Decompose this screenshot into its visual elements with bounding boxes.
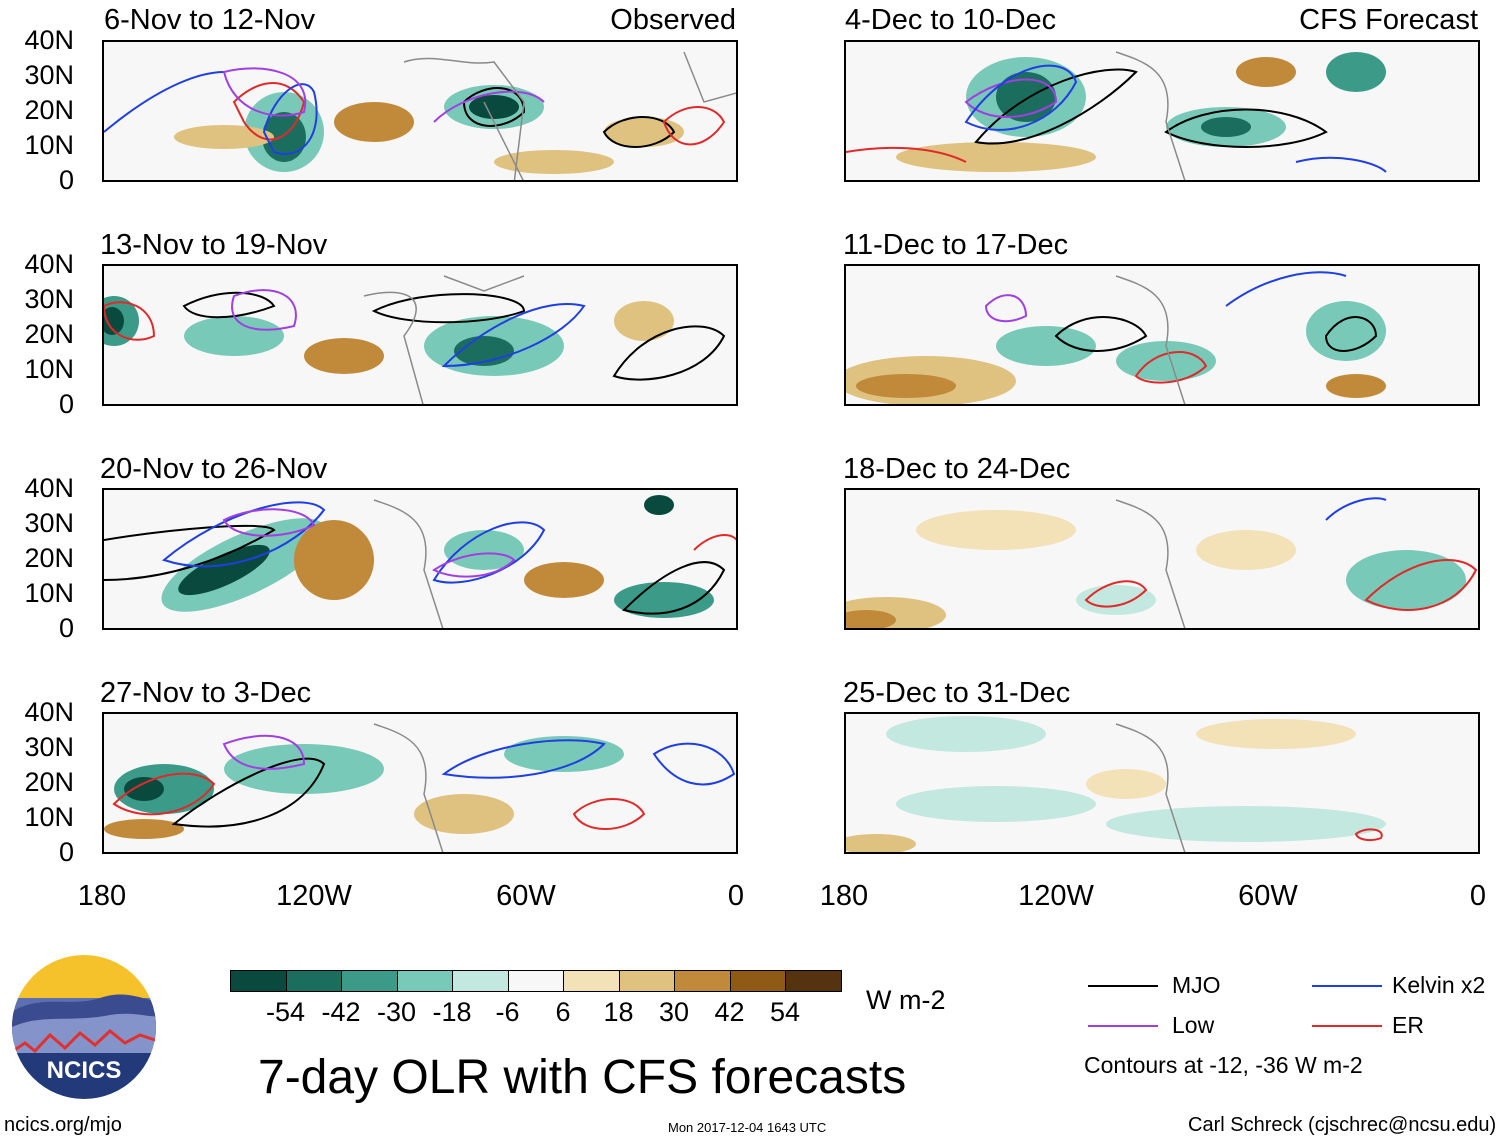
- colorbar-swatch: [452, 970, 509, 992]
- colorbar-swatch: [729, 970, 786, 992]
- map-panel-fcst-3: [844, 488, 1480, 630]
- olr-field: [846, 497, 1478, 628]
- olr-field: [104, 723, 736, 852]
- lon-label: 0: [1469, 880, 1487, 912]
- lon-label: 180: [819, 880, 869, 912]
- panel-title-3: 20-Nov to 26-Nov: [100, 453, 328, 485]
- lat-label: 10N: [24, 578, 74, 608]
- panel-title-6: 11-Dec to 17-Dec: [843, 229, 1069, 261]
- legend-label-er: ER: [1392, 1012, 1424, 1038]
- lat-label: 40N: [24, 25, 74, 55]
- olr-field: [846, 51, 1387, 180]
- footer-url[interactable]: ncics.org/mjo: [4, 1114, 122, 1136]
- footer-timestamp: Mon 2017-12-04 1643 UTC: [668, 1120, 827, 1135]
- lat-label: 0: [58, 165, 74, 195]
- footer-credit: Carl Schreck (cjschrec@ncsu.edu): [1188, 1114, 1497, 1136]
- lat-label: 40N: [24, 473, 74, 503]
- map-panel-obs-2: [102, 264, 738, 406]
- map-panel-obs-4: [102, 712, 738, 854]
- colorbar-swatch: [396, 970, 453, 992]
- lat-label: 0: [58, 837, 74, 867]
- colorbar-swatch: [674, 970, 731, 992]
- panel-title-1: 6-Nov to 12-Nov: [104, 4, 316, 36]
- colorbar-swatch: [285, 970, 342, 992]
- lon-label: 0: [727, 880, 745, 912]
- colorbar-swatch: [230, 970, 287, 992]
- map-panel-obs-1: [102, 40, 738, 182]
- colorbar-tick-label: -18: [432, 997, 472, 1027]
- colorbar-tick-label: 54: [769, 997, 801, 1027]
- logo-text: NCICS: [47, 1057, 122, 1084]
- colorbar-tick-label: -6: [495, 997, 520, 1027]
- olr-field: [846, 716, 1386, 852]
- map-panel-fcst-2: [844, 264, 1480, 406]
- lat-label: 20N: [24, 95, 74, 125]
- lat-label: 30N: [24, 732, 74, 762]
- colorbar-swatch: [563, 970, 620, 992]
- lat-label: 30N: [24, 508, 74, 538]
- ncics-logo: NCICS: [10, 953, 158, 1101]
- legend-label-mjo: MJO: [1172, 972, 1221, 998]
- colorbar-tick-label: 42: [714, 997, 745, 1027]
- map-panel-fcst-4: [844, 712, 1480, 854]
- panel-title-2: 13-Nov to 19-Nov: [100, 229, 328, 261]
- legend-line-kelvin: [1312, 985, 1382, 987]
- lat-label: 0: [58, 389, 74, 419]
- map-panel-obs-3: [102, 488, 738, 630]
- colorbar-tick-label: -54: [265, 997, 306, 1027]
- observed-label: Observed: [610, 4, 736, 36]
- panel-title-8: 25-Dec to 31-Dec: [843, 677, 1071, 709]
- colorbar-swatch: [341, 970, 398, 992]
- lat-label: 20N: [24, 319, 74, 349]
- map-panel-fcst-1: [844, 40, 1480, 182]
- lon-label: 120W: [1018, 880, 1094, 912]
- colorbar-unit: W m-2: [866, 985, 946, 1015]
- colorbar-tick-label: 30: [658, 997, 690, 1027]
- colorbar-swatch: [618, 970, 675, 992]
- legend-label-kelvin: Kelvin x2: [1392, 972, 1486, 998]
- lat-label: 30N: [24, 60, 74, 90]
- forecast-label: CFS Forecast: [1299, 4, 1478, 36]
- olr-field: [104, 495, 736, 628]
- lon-label: 60W: [1238, 880, 1298, 912]
- colorbar-tick-label: -42: [321, 997, 361, 1027]
- colorbar-tick-label: -30: [376, 997, 417, 1027]
- lat-label: 30N: [24, 284, 74, 314]
- lat-label: 0: [58, 613, 74, 643]
- lon-label: 180: [77, 880, 127, 912]
- legend-line-low: [1088, 1025, 1158, 1027]
- panel-title-5: 4-Dec to 10-Dec: [845, 4, 1057, 36]
- lat-label: 20N: [24, 543, 74, 573]
- lon-label: 120W: [276, 880, 352, 912]
- olr-field: [846, 271, 1386, 404]
- legend-line-er: [1312, 1025, 1382, 1027]
- panel-title-7: 18-Dec to 24-Dec: [843, 453, 1071, 485]
- colorbar-swatch: [507, 970, 564, 992]
- lat-label: 40N: [24, 697, 74, 727]
- lat-label: 40N: [24, 249, 74, 279]
- colorbar-tick-label: 18: [603, 997, 634, 1027]
- legend-label-low: Low: [1172, 1012, 1215, 1038]
- olr-field: [104, 275, 726, 404]
- colorbar-swatch: [785, 970, 842, 992]
- lat-label: 20N: [24, 767, 74, 797]
- lat-label: 10N: [24, 354, 74, 384]
- colorbar-tick-label: 6: [555, 997, 571, 1027]
- panel-title-4: 27-Nov to 3-Dec: [100, 677, 312, 709]
- lat-label: 10N: [24, 130, 74, 160]
- lat-label: 10N: [24, 802, 74, 832]
- lon-label: 60W: [496, 880, 556, 912]
- main-title: 7-day OLR with CFS forecasts: [258, 1051, 907, 1104]
- contour-note: Contours at -12, -36 W m-2: [1084, 1052, 1363, 1078]
- olr-field: [104, 51, 736, 180]
- legend-line-mjo: [1088, 985, 1158, 987]
